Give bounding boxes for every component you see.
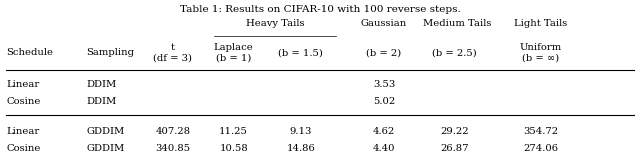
Text: Gaussian: Gaussian: [361, 19, 407, 28]
Text: Heavy Tails: Heavy Tails: [246, 19, 305, 28]
Text: 340.85: 340.85: [156, 144, 190, 152]
Text: Linear: Linear: [6, 127, 40, 136]
Text: 407.28: 407.28: [156, 127, 190, 136]
Text: t
(df = 3): t (df = 3): [154, 43, 192, 62]
Text: 4.40: 4.40: [372, 144, 396, 152]
Text: Medium Tails: Medium Tails: [424, 19, 492, 28]
Text: GDDIM: GDDIM: [86, 144, 125, 152]
Text: Light Tails: Light Tails: [514, 19, 568, 28]
Text: 14.86: 14.86: [287, 144, 315, 152]
Text: (b = 1.5): (b = 1.5): [278, 48, 323, 57]
Text: 274.06: 274.06: [524, 144, 558, 152]
Text: Cosine: Cosine: [6, 144, 41, 152]
Text: 5.02: 5.02: [373, 97, 395, 106]
Text: Uniform
(b = ∞): Uniform (b = ∞): [520, 43, 562, 62]
Text: 4.62: 4.62: [373, 127, 395, 136]
Text: 3.53: 3.53: [373, 80, 395, 89]
Text: 9.13: 9.13: [290, 127, 312, 136]
Text: 10.58: 10.58: [220, 144, 248, 152]
Text: Schedule: Schedule: [6, 48, 53, 57]
Text: 354.72: 354.72: [524, 127, 558, 136]
Text: GDDIM: GDDIM: [86, 127, 125, 136]
Text: Cosine: Cosine: [6, 97, 41, 106]
Text: 29.22: 29.22: [440, 127, 468, 136]
Text: Sampling: Sampling: [86, 48, 134, 57]
Text: DDIM: DDIM: [86, 97, 116, 106]
Text: Linear: Linear: [6, 80, 40, 89]
Text: 11.25: 11.25: [219, 127, 248, 136]
Text: (b = 2.5): (b = 2.5): [432, 48, 477, 57]
Text: DDIM: DDIM: [86, 80, 116, 89]
Text: 26.87: 26.87: [440, 144, 468, 152]
Text: (b = 2): (b = 2): [366, 48, 402, 57]
Text: Laplace
(b = 1): Laplace (b = 1): [214, 43, 253, 62]
Text: Table 1: Results on CIFAR-10 with 100 reverse steps.: Table 1: Results on CIFAR-10 with 100 re…: [180, 5, 460, 14]
